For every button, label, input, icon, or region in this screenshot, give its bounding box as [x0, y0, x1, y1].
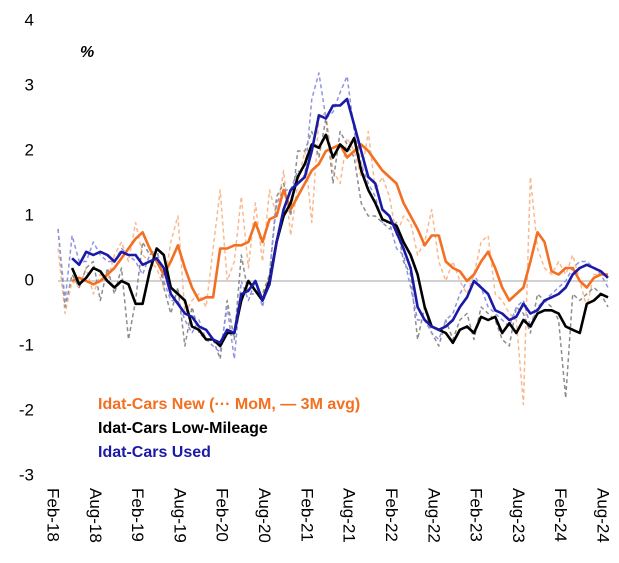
- y-tick-label: 2: [25, 140, 34, 159]
- x-tick-label: Feb-20: [213, 488, 232, 542]
- x-tick-label: Aug-24: [594, 488, 613, 543]
- legend-label: Idat-Cars New (··· MoM, — 3M avg): [98, 396, 360, 413]
- avg-line: [70, 133, 609, 348]
- avg-line: [71, 97, 609, 345]
- y-tick-label: 3: [25, 75, 34, 94]
- x-tick-label: Feb-22: [382, 488, 401, 542]
- x-tick-label: Feb-21: [297, 488, 316, 542]
- x-tick-label: Feb-18: [44, 488, 63, 542]
- x-tick-label: Aug-23: [509, 488, 528, 543]
- x-tick-label: Aug-21: [340, 488, 359, 543]
- y-tick-label: -2: [19, 400, 34, 419]
- legend-label: Idat-Cars Low-Mileage: [98, 420, 268, 437]
- y-tick-label: -1: [19, 335, 34, 354]
- y-tick-label: -3: [19, 465, 34, 484]
- x-tick-label: Feb-24: [551, 488, 570, 542]
- y-tick-label: 4: [25, 10, 34, 29]
- y-tick-label: 0: [25, 270, 34, 289]
- x-tick-label: Aug-18: [86, 488, 105, 543]
- x-tick-label: Feb-19: [128, 488, 147, 542]
- x-tick-label: Feb-23: [467, 488, 486, 542]
- unit-annotation: %: [80, 44, 94, 61]
- x-tick-label: Aug-22: [424, 488, 443, 543]
- x-tick-label: Aug-20: [255, 488, 274, 543]
- legend-label: Idat-Cars Used: [98, 444, 211, 461]
- x-tick-label: Aug-19: [170, 488, 189, 543]
- y-tick-label: 1: [25, 205, 34, 224]
- mom-line: [57, 72, 609, 360]
